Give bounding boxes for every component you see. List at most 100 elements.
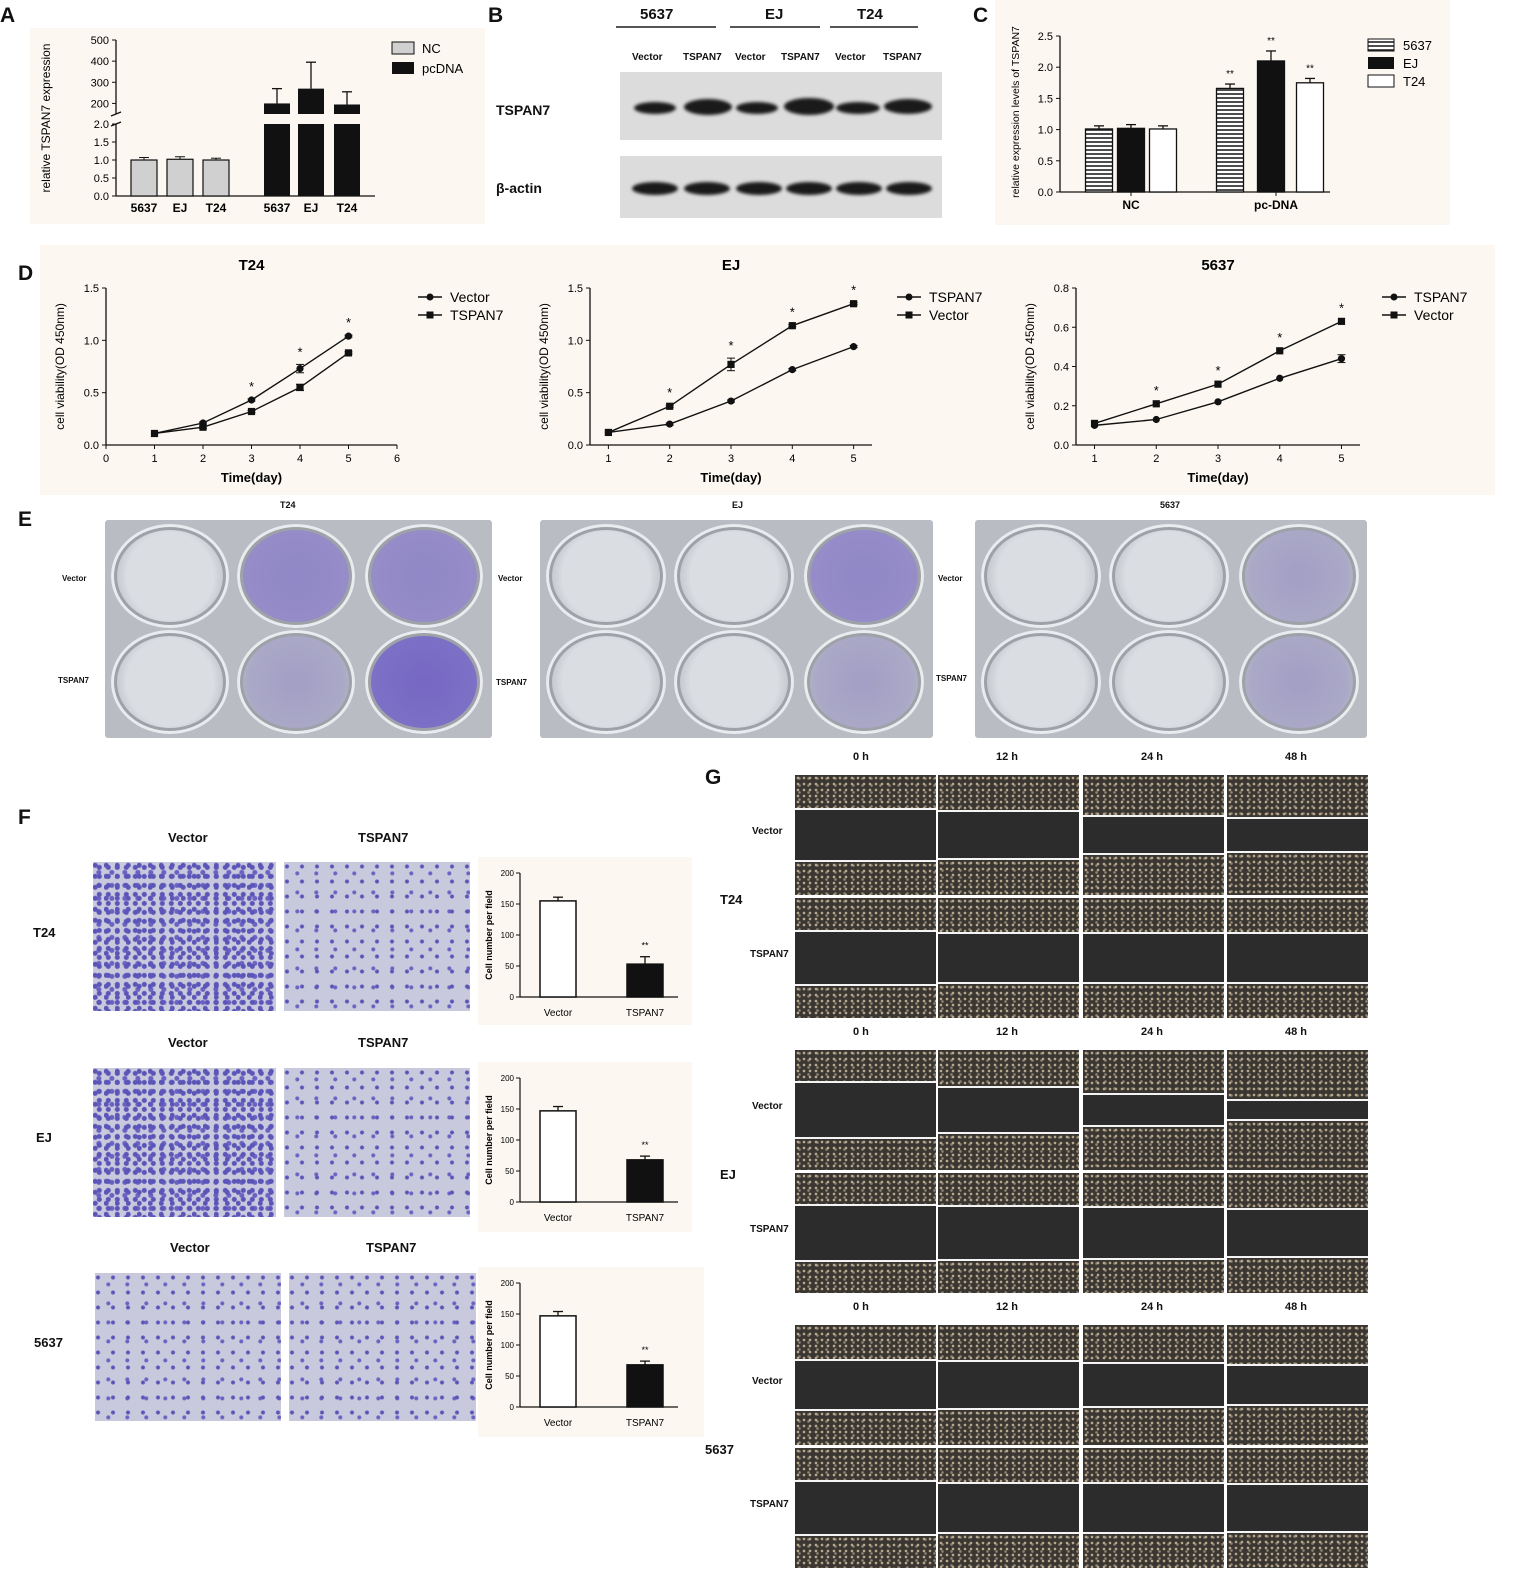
legend-marker bbox=[426, 293, 434, 301]
tick-label: 150 bbox=[501, 1105, 515, 1114]
cell-layer bbox=[795, 1535, 936, 1568]
group-label-pcdna: pc-DNA bbox=[1254, 198, 1298, 212]
tick-label: 2.5 bbox=[1038, 31, 1053, 43]
lane-label: Vector bbox=[835, 52, 866, 63]
legend-label-ej: EJ bbox=[1403, 56, 1418, 71]
tick-label: 0.5 bbox=[1038, 156, 1053, 168]
cell-layer bbox=[1227, 1533, 1368, 1568]
data-point bbox=[850, 343, 858, 351]
growth-chart-ej: EJ 0.0 0.5 1.0 1.5 1 2 3 4 5 Time(day) cell viabili… bbox=[537, 257, 983, 485]
lane-label: Vector bbox=[735, 52, 766, 63]
lane-label: TSPAN7 bbox=[781, 52, 820, 63]
cell-layer bbox=[938, 984, 1079, 1018]
cell-layer bbox=[938, 1173, 1079, 1206]
legend-label-pcdna: pcDNA bbox=[422, 61, 464, 76]
row-label: TSPAN7 bbox=[750, 949, 789, 960]
blot-group-line bbox=[616, 26, 716, 28]
plate-title-ej: EJ bbox=[732, 500, 744, 510]
cell-layer bbox=[938, 1534, 1079, 1568]
wound-edge bbox=[1227, 817, 1368, 819]
cell-layer bbox=[938, 1260, 1079, 1293]
wound-edge bbox=[1227, 851, 1368, 853]
plate-title-5637: 5637 bbox=[1160, 500, 1181, 510]
lane-label: Vector bbox=[632, 52, 663, 63]
y-axis-label: cell viability(OD 450nm) bbox=[53, 303, 67, 430]
wound-edge bbox=[938, 1532, 1079, 1535]
row-label: Vector bbox=[752, 1376, 783, 1387]
tick-label: 0.5 bbox=[94, 173, 109, 185]
tick-label: 400 bbox=[91, 56, 109, 68]
wound-edge bbox=[938, 858, 1079, 861]
wound-edge bbox=[1227, 1364, 1368, 1366]
data-point bbox=[1214, 380, 1222, 388]
cell-layer bbox=[1083, 1173, 1224, 1206]
bar bbox=[264, 124, 290, 196]
significance-label: * bbox=[667, 385, 672, 400]
significance-label: * bbox=[1277, 330, 1282, 345]
wound-edge bbox=[1227, 982, 1368, 985]
f-col-label: Vector bbox=[168, 1035, 208, 1050]
legend-swatch-pcdna bbox=[392, 62, 414, 74]
f-row-label: 5637 bbox=[34, 1335, 63, 1350]
transwell-image bbox=[93, 1068, 276, 1217]
x-tick-label: 5637 bbox=[264, 201, 291, 215]
x-tick-label: Vector bbox=[544, 1008, 573, 1019]
scratch-image bbox=[938, 1050, 1079, 1170]
bar bbox=[1295, 82, 1325, 193]
cell-layer bbox=[1083, 1448, 1224, 1483]
cell-layer bbox=[1227, 984, 1368, 1018]
tick-label: 5 bbox=[345, 453, 351, 465]
panel-letter-g: G bbox=[705, 766, 722, 789]
cell-line-label: T24 bbox=[720, 892, 743, 907]
tick-label: 50 bbox=[505, 1167, 514, 1176]
plate-row-label: Vector bbox=[62, 574, 87, 583]
panel-letter-a: A bbox=[0, 4, 16, 27]
significance-label: * bbox=[1339, 300, 1344, 315]
x-axis-label: Time(day) bbox=[700, 470, 761, 485]
wound-edge bbox=[1083, 853, 1224, 856]
blot-row-label-tspan7: TSPAN7 bbox=[496, 102, 551, 118]
data-point bbox=[247, 396, 256, 404]
panel-b: 5637 EJ T24 Vector TSPAN7 Vector TSPAN7 … bbox=[496, 0, 970, 225]
tick-label: 0.8 bbox=[1054, 283, 1069, 295]
legend-marker bbox=[1390, 293, 1398, 301]
wound-edge bbox=[1083, 1361, 1224, 1364]
wound-edge bbox=[938, 982, 1079, 985]
x-tick-label: Vector bbox=[544, 1213, 573, 1224]
wound-edge bbox=[795, 984, 936, 987]
panel-a-ylabel: relative TSPAN7 expression bbox=[39, 44, 53, 193]
blot-row-label-actin: β-actin bbox=[496, 180, 542, 196]
x-tick-label: TSPAN7 bbox=[626, 1008, 665, 1019]
scratch-image bbox=[1083, 898, 1224, 1018]
wound-edge bbox=[795, 929, 936, 932]
growth-chart-5637: 5637 0.0 0.2 0.4 0.6 0.8 1 2 3 4 5 Time(day) cell vi… bbox=[1023, 257, 1468, 485]
plate-title-t24: T24 bbox=[280, 500, 296, 510]
row-label: TSPAN7 bbox=[750, 1499, 789, 1510]
legend-label: Vector bbox=[450, 289, 490, 305]
blot-group-t24: T24 bbox=[857, 6, 883, 23]
significance-label: ** bbox=[641, 1140, 649, 1150]
panel-letter-f: F bbox=[18, 806, 31, 829]
tick-label: 0.0 bbox=[568, 440, 583, 452]
tick-label: 6 bbox=[394, 453, 400, 465]
tick-label: 4 bbox=[1277, 453, 1283, 465]
cell-layer bbox=[1227, 898, 1368, 932]
wound-edge bbox=[795, 1136, 936, 1139]
cell-layer bbox=[795, 1448, 936, 1481]
bar bbox=[1215, 87, 1245, 193]
y-axis-label: cell viability(OD 450nm) bbox=[1023, 303, 1037, 430]
cell-line-label: EJ bbox=[720, 1167, 736, 1182]
data-point bbox=[247, 407, 256, 416]
wound-edge bbox=[1227, 1118, 1368, 1121]
wound-edge bbox=[938, 1258, 1079, 1261]
plate-row-label: Vector bbox=[498, 574, 523, 583]
scratch-image bbox=[1083, 1325, 1224, 1445]
cell-layer bbox=[795, 1138, 936, 1170]
tick-label: 1.0 bbox=[568, 335, 583, 347]
significance-label: * bbox=[1215, 363, 1220, 378]
data-point bbox=[1276, 374, 1284, 382]
bar bbox=[539, 1110, 577, 1203]
wound-edge bbox=[1083, 1406, 1224, 1409]
cell-line-label: 5637 bbox=[705, 1442, 734, 1457]
legend-label-nc: NC bbox=[422, 41, 441, 56]
